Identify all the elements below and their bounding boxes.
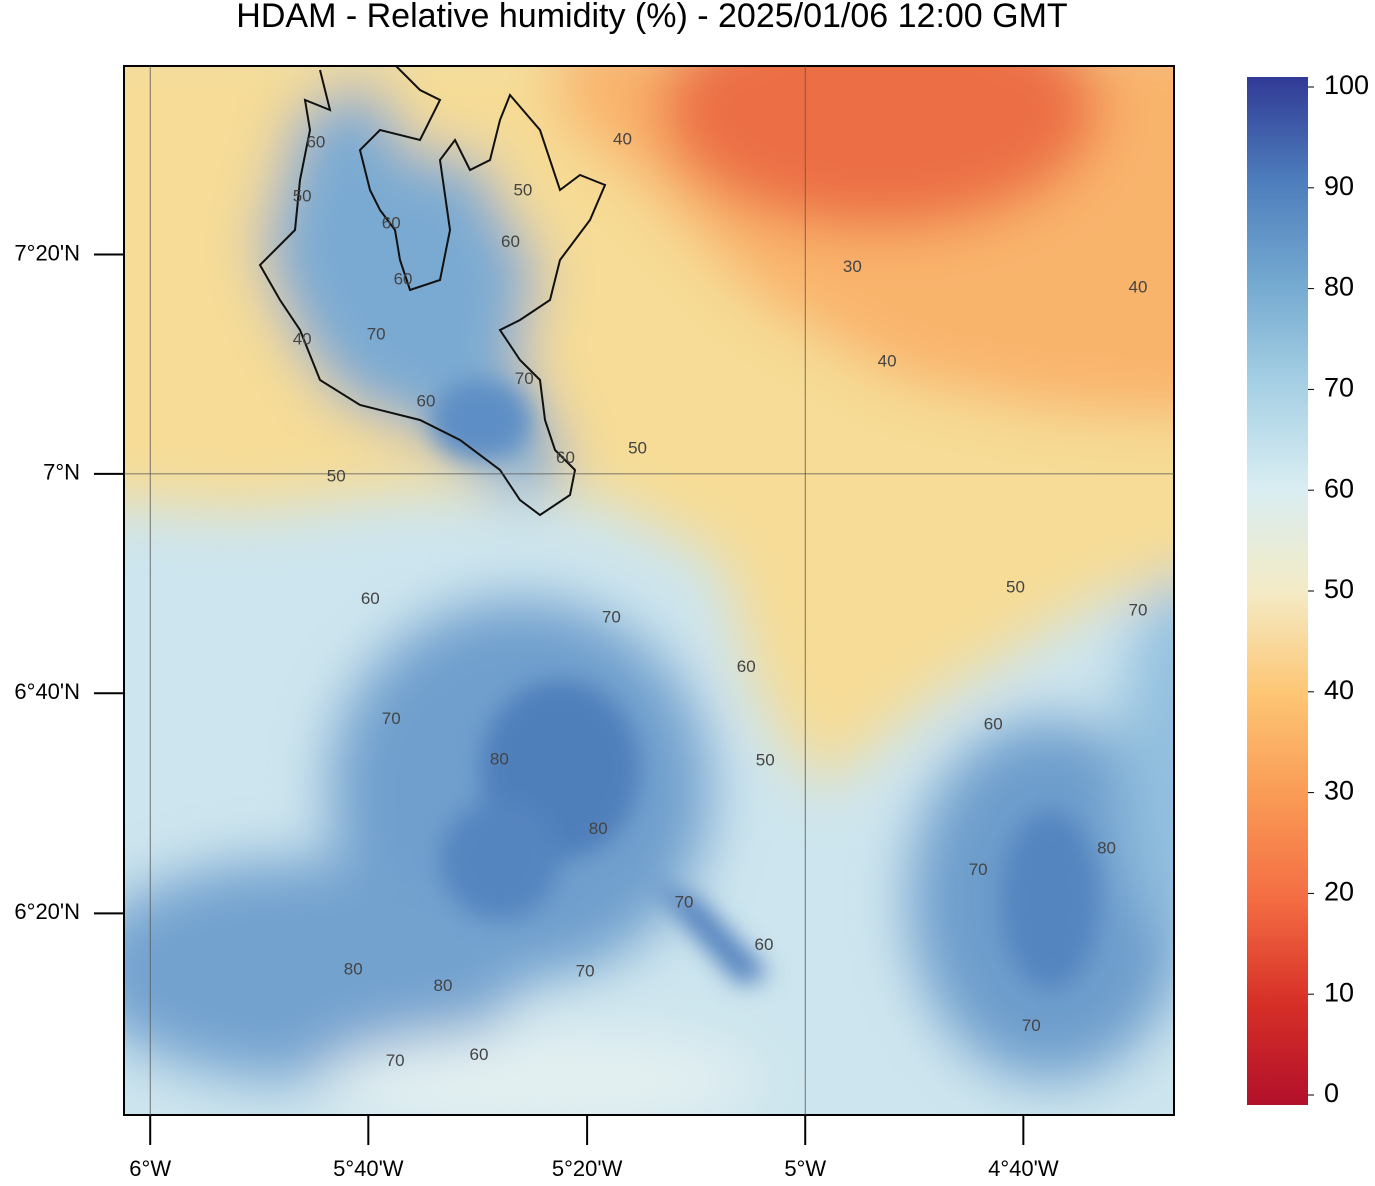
contour-label: 60: [984, 714, 1003, 733]
colorbar-label: 10: [1324, 977, 1354, 1007]
contour-label: 70: [675, 892, 694, 911]
contour-label: 60: [737, 657, 756, 676]
colorbar-label: 80: [1324, 272, 1354, 302]
contour-label: 30: [843, 257, 862, 276]
contour-label: 60: [417, 392, 436, 411]
contour-label: 70: [1022, 1016, 1041, 1035]
colorbar-label: 100: [1324, 70, 1369, 100]
contour-label: 60: [306, 133, 325, 152]
contour-label: 70: [367, 324, 386, 343]
x-tick-label: 6°W: [129, 1156, 171, 1181]
contour-label: 40: [878, 351, 897, 370]
humidity-field: [124, 66, 1174, 1115]
contour-label: 60: [470, 1045, 489, 1064]
y-tick-label: 7°20'N: [14, 240, 80, 265]
contour-label: 70: [576, 961, 595, 980]
contour-label: 70: [602, 608, 621, 627]
x-tick-label: 5°W: [784, 1156, 826, 1181]
contour-label: 80: [344, 960, 363, 979]
contour-label: 60: [501, 232, 520, 251]
x-tick-label: 5°20'W: [552, 1156, 623, 1181]
colorbar-label: 40: [1324, 675, 1354, 705]
contour-label: 50: [327, 467, 346, 486]
contour-label: 60: [394, 270, 413, 289]
x-tick-label: 4°40'W: [988, 1156, 1059, 1181]
colorbar-label: 90: [1324, 171, 1354, 201]
contour-label: 40: [613, 129, 632, 148]
contour-label: 70: [515, 369, 534, 388]
contour-label: 50: [1006, 577, 1025, 596]
x-tick-label: 5°40'W: [333, 1156, 404, 1181]
y-tick-label: 7°N: [43, 460, 80, 485]
contour-label: 80: [589, 819, 608, 838]
contour-label: 60: [754, 935, 773, 954]
contour-label: 50: [756, 751, 775, 770]
contour-label: 50: [513, 181, 532, 200]
contour-label: 60: [556, 448, 575, 467]
contour-label: 40: [293, 330, 312, 349]
y-tick-label: 6°20'N: [14, 899, 80, 924]
colorbar-label: 60: [1324, 473, 1354, 503]
map-frame: [123, 65, 1175, 1116]
contour-label: 60: [361, 589, 380, 608]
contour-label: 70: [1129, 600, 1148, 619]
colorbar-label: 50: [1324, 574, 1354, 604]
contour-label: 70: [969, 860, 988, 879]
chart-title: HDAM - Relative humidity (%) - 2025/01/0…: [236, 0, 1067, 35]
contour-label: 50: [293, 187, 312, 206]
colorbar-label: 0: [1324, 1078, 1339, 1108]
contour-label: 70: [386, 1051, 405, 1070]
contour-label: 80: [434, 976, 453, 995]
contour-label: 60: [382, 214, 401, 233]
contour-label: 40: [1129, 278, 1148, 297]
contour-label: 80: [490, 749, 509, 768]
colorbar-label: 30: [1324, 776, 1354, 806]
colorbar-label: 70: [1324, 373, 1354, 403]
contour-label: 80: [1097, 838, 1116, 857]
contour-label: 70: [382, 709, 401, 728]
contour-label: 50: [628, 438, 647, 457]
y-tick-label: 6°40'N: [14, 679, 80, 704]
colorbar-label: 20: [1324, 877, 1354, 907]
colorbar: [1247, 77, 1308, 1105]
